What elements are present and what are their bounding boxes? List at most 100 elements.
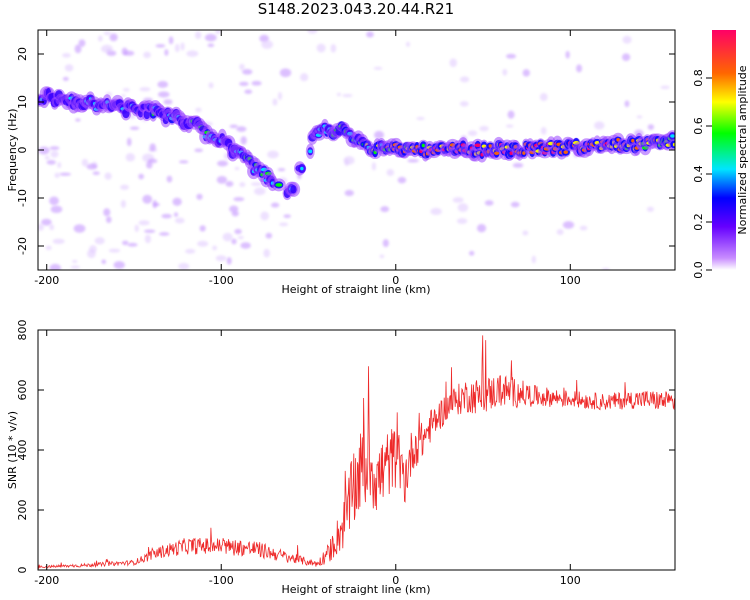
heatmap-noise-cell: [505, 124, 514, 128]
heatmap-noise-cell: [104, 172, 112, 180]
heatmap-noise-cell: [101, 259, 107, 265]
heatmap-noise-cell: [222, 232, 233, 242]
heatmap-noise-cell: [49, 263, 61, 270]
heatmap-noise-cell: [373, 130, 385, 140]
heatmap-noise-cell: [647, 124, 655, 131]
y-tick-label: 10: [16, 95, 29, 109]
heatmap-ridge-cell: [563, 150, 568, 154]
heatmap-noise-cell: [250, 182, 262, 186]
heatmap-noise-cell: [44, 155, 50, 160]
heatmap-noise-cell: [270, 202, 280, 208]
heatmap-noise-cell: [430, 207, 442, 216]
heatmap-noise-cell: [197, 240, 209, 247]
heatmap-noise-cell: [134, 224, 139, 233]
heatmap-noise-cell: [236, 126, 247, 132]
heatmap-noise-cell: [261, 40, 274, 49]
x-tick-label: 100: [560, 574, 581, 587]
heatmap-ridge-cell: [308, 149, 313, 154]
y-tick-label: 400: [16, 440, 29, 461]
heatmap-noise-cell: [452, 197, 464, 203]
heatmap-noise-cell: [103, 208, 111, 217]
heatmap-noise-cell: [38, 146, 50, 155]
heatmap-noise-cell: [484, 200, 494, 206]
heatmap-noise-cell: [215, 255, 227, 262]
heatmap-noise-cell: [100, 44, 113, 53]
heatmap-noise-cell: [59, 172, 72, 176]
heatmap-noise-cell: [330, 43, 337, 53]
snr-plot-area: [38, 330, 675, 570]
heatmap-noise-cell: [199, 225, 206, 232]
heatmap-noise-cell: [163, 99, 173, 105]
colorbar-label: Normalized spectral amplitude: [736, 65, 749, 234]
heatmap-noise-cell: [50, 150, 59, 158]
heatmap-noise-cell: [622, 35, 632, 44]
snr-ylabel: SNR (10 * v/v): [6, 411, 19, 489]
heatmap-noise-cell: [522, 230, 529, 236]
heatmap-noise-cell: [103, 31, 112, 36]
heatmap-noise-cell: [267, 150, 279, 159]
heatmap-noise-cell: [316, 43, 326, 53]
heatmap-noise-cell: [260, 211, 270, 221]
heatmap-noise-cell: [50, 205, 63, 214]
heatmap-noise-cell: [344, 158, 349, 167]
heatmap-ridge-cell: [494, 151, 500, 156]
heatmap-noise-cell: [512, 162, 524, 168]
y-tick-label: 800: [16, 320, 29, 341]
colorbar-tick-label: 0.2: [692, 213, 705, 231]
heatmap-noise-cell: [565, 50, 570, 59]
heatmap-noise-cell: [62, 53, 71, 58]
heatmap-noise-cell: [168, 36, 174, 45]
heatmap-noise-cell: [180, 42, 185, 51]
y-tick-label: 20: [16, 47, 29, 61]
heatmap-noise-cell: [174, 217, 185, 224]
heatmap-noise-cell: [579, 225, 588, 231]
heatmap-noise-cell: [161, 213, 172, 219]
heatmap-noise-cell: [307, 30, 318, 34]
heatmap-noise-cell: [75, 118, 81, 122]
heatmap-noise-cell: [344, 189, 354, 197]
colorbar-ticks: 0.0 0.2 0.4 0.6 0.8: [692, 69, 712, 279]
spectrogram-ylabel: Frequency (Hz): [6, 109, 19, 192]
heatmap-noise-cell: [207, 43, 215, 48]
colorbar-tick-label: 0.8: [692, 69, 705, 87]
heatmap-noise-cell: [382, 239, 389, 248]
heatmap-noise-cell: [143, 51, 151, 59]
heatmap-noise-cell: [153, 202, 160, 207]
heatmap-noise-cell: [380, 206, 390, 213]
heatmap-noise-cell: [234, 228, 242, 235]
heatmap-noise-cell: [237, 235, 244, 240]
heatmap-noise-cell: [277, 168, 286, 172]
heatmap-noise-cell: [216, 176, 228, 184]
colorbar: 0.0 0.2 0.4 0.6 0.8 Normalized spectral ampl…: [692, 30, 749, 279]
heatmap-noise-cell: [178, 160, 189, 164]
heatmap-noise-cell: [78, 39, 86, 47]
heatmap-noise-cell: [342, 93, 353, 98]
spectrogram-xlabel: Height of straight line (km): [281, 283, 430, 296]
heatmap-noise-cell: [272, 98, 278, 106]
heatmap-noise-cell: [540, 126, 547, 135]
heatmap-noise-cell: [239, 81, 249, 86]
heatmap-noise-cell: [194, 148, 203, 153]
heatmap-noise-cell: [94, 237, 105, 245]
heatmap-noise-cell: [279, 68, 292, 78]
heatmap-noise-cell: [204, 33, 217, 42]
heatmap-noise-cell: [126, 137, 132, 147]
heatmap-noise-cell: [407, 158, 419, 163]
heatmap-noise-cell: [138, 220, 150, 226]
heatmap-noise-cell: [621, 53, 631, 61]
heatmap-noise-cell: [64, 64, 74, 72]
heatmap-noise-cell: [45, 245, 52, 251]
heatmap-noise-cell: [459, 76, 470, 83]
heatmap-noise-cell: [234, 166, 240, 171]
heatmap-noise-cell: [386, 169, 395, 176]
snr-xlabel: Height of straight line (km): [281, 583, 430, 596]
heatmap-noise-cell: [46, 159, 56, 165]
heatmap-noise-cell: [81, 158, 89, 167]
heatmap-noise-cell: [244, 89, 253, 94]
heatmap-noise-cell: [240, 242, 251, 249]
heatmap-noise-cell: [149, 143, 156, 152]
heatmap-noise-cell: [522, 69, 530, 77]
heatmap-noise-cell: [539, 93, 548, 102]
heatmap-noise-cell: [624, 100, 630, 108]
